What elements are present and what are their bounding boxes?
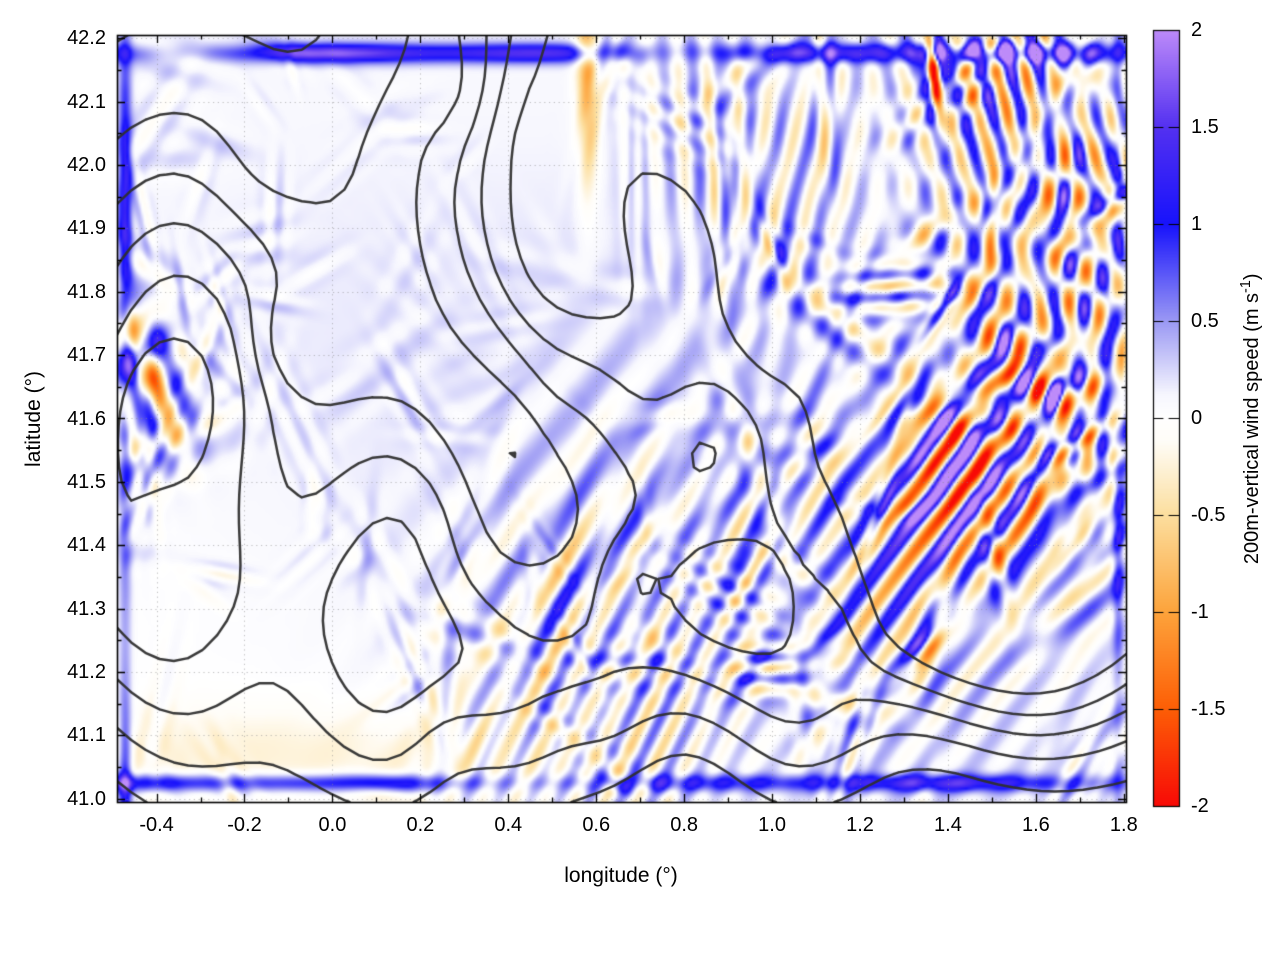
x-tick-label: 0.2 bbox=[406, 814, 435, 836]
x-tick-label: 0.6 bbox=[582, 814, 611, 836]
y-tick-label: 42.0 bbox=[67, 153, 106, 176]
x-tick-label: 1.8 bbox=[1109, 814, 1138, 836]
x-tick-label: 0.8 bbox=[670, 814, 699, 836]
x-tick-label: 0.0 bbox=[318, 814, 347, 836]
x-tick-label: 1.6 bbox=[1021, 814, 1050, 836]
x-tick-label: -0.2 bbox=[227, 814, 262, 836]
colorbar-tick-label: 1.5 bbox=[1191, 116, 1219, 138]
y-tick-label: 41.1 bbox=[67, 724, 106, 747]
y-tick-label: 41.3 bbox=[67, 597, 106, 620]
y-tick-label: 41.8 bbox=[67, 280, 106, 303]
x-axis-title: longitude (°) bbox=[564, 864, 678, 887]
y-tick-label: 41.0 bbox=[67, 787, 106, 810]
y-tick-label: 42.1 bbox=[67, 90, 106, 113]
colorbar-tick-label: -2 bbox=[1191, 795, 1209, 817]
y-tick-label: 41.6 bbox=[67, 407, 106, 430]
y-tick-label: 42.2 bbox=[67, 27, 106, 50]
x-tick-label: 1.0 bbox=[758, 814, 786, 836]
colorbar-tick-label: -0.5 bbox=[1191, 504, 1226, 526]
x-tick-label: 0.4 bbox=[494, 814, 523, 836]
colorbar-tick-label: 2 bbox=[1191, 19, 1203, 41]
x-tick-label: 1.2 bbox=[846, 814, 874, 836]
colorbar-tick-label: -1.5 bbox=[1191, 698, 1226, 720]
y-tick-label: 41.5 bbox=[67, 470, 106, 493]
colorbar-tick-label: 1 bbox=[1191, 213, 1203, 235]
colorbar-tick-label: -1 bbox=[1191, 601, 1209, 623]
colorbar-tick-label: 0.5 bbox=[1191, 310, 1219, 332]
x-tick-label: -0.4 bbox=[139, 814, 174, 836]
colorbar-title-close: ) bbox=[1240, 273, 1263, 281]
y-tick-label: 41.9 bbox=[67, 217, 106, 240]
colorbar-title-sup: -1 bbox=[1238, 280, 1255, 293]
y-tick-label: 41.4 bbox=[67, 534, 106, 557]
y-tick-label: 41.2 bbox=[67, 661, 106, 684]
colorbar-tick-label: 0 bbox=[1191, 407, 1203, 429]
x-tick-label: 1.4 bbox=[934, 814, 962, 836]
y-tick-label: 41.7 bbox=[67, 344, 106, 367]
